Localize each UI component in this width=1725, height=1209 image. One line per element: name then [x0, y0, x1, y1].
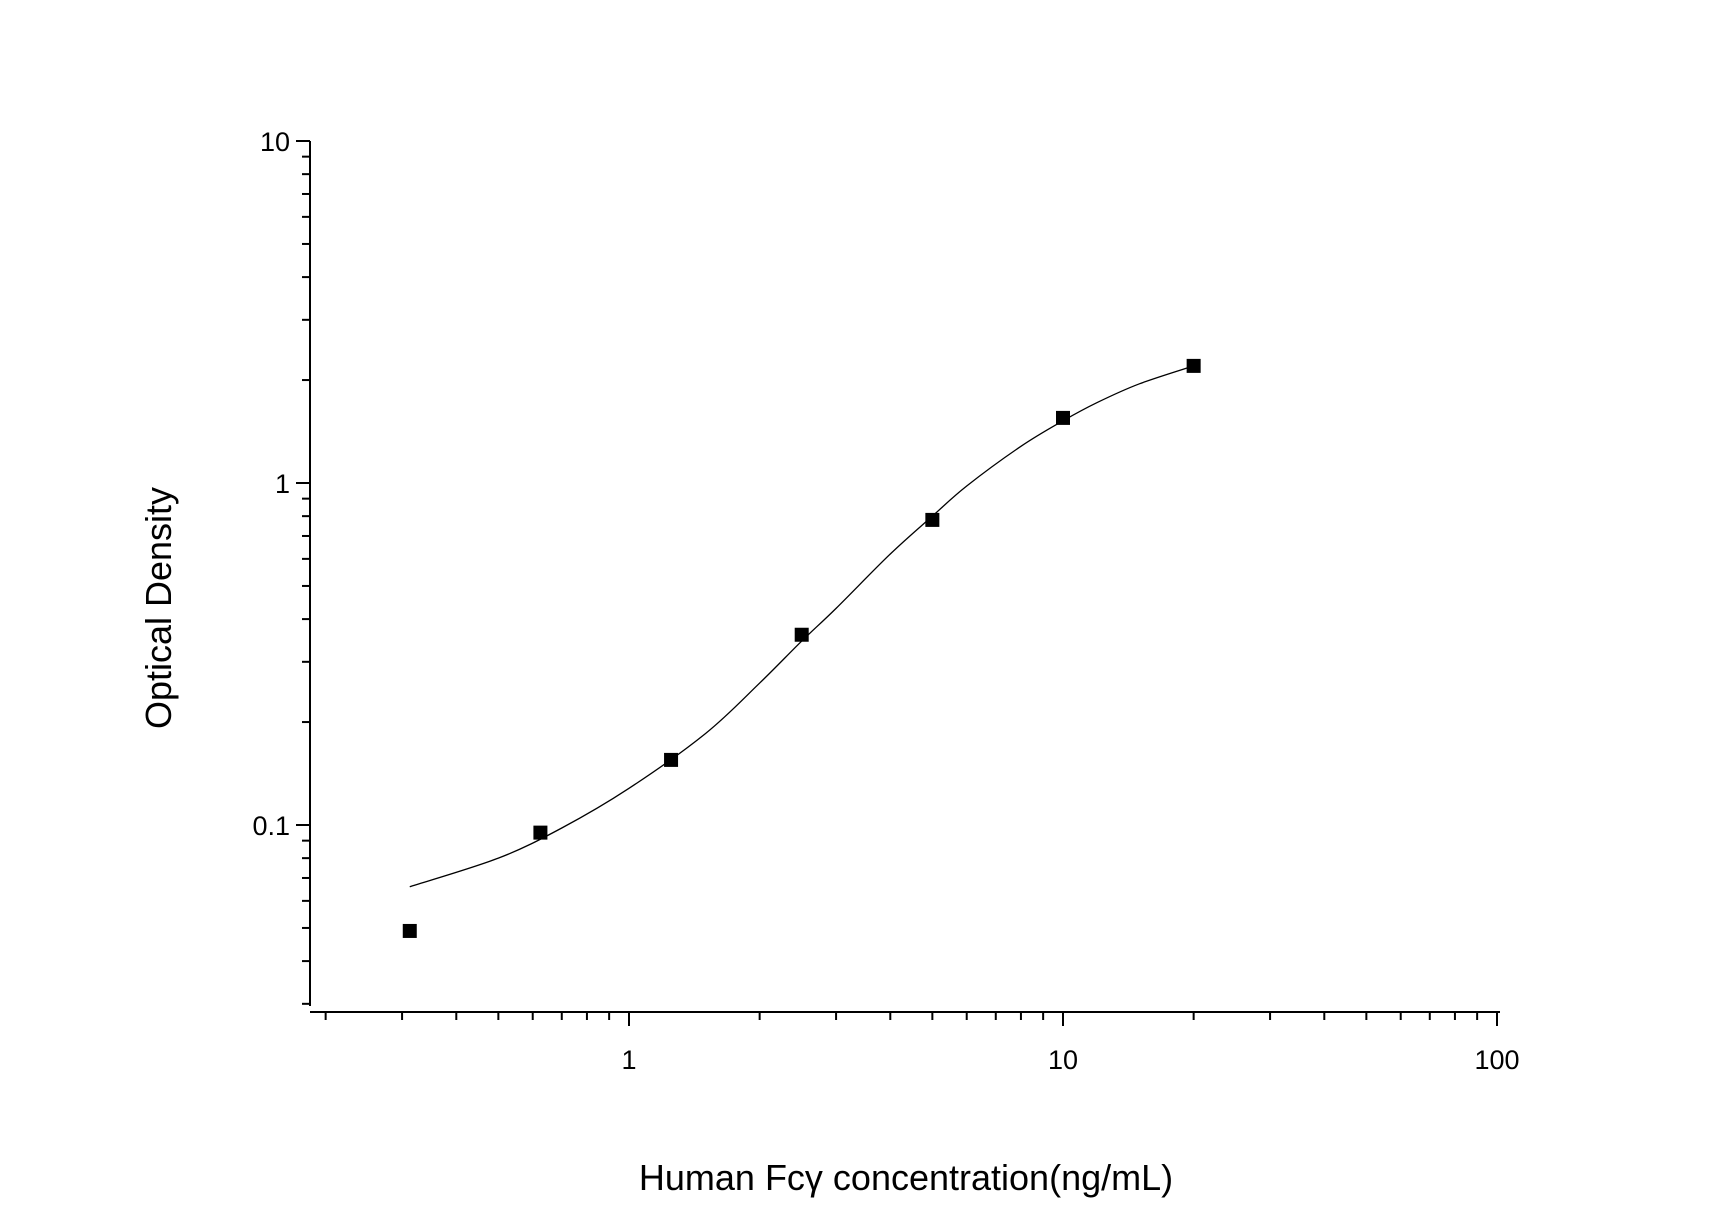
data-point [533, 825, 548, 840]
y-tick-label: 1 [275, 469, 290, 499]
x-tick-label: 1 [621, 1045, 636, 1075]
data-points [402, 358, 1201, 938]
x-tick-label: 100 [1474, 1045, 1519, 1075]
data-point [664, 752, 679, 767]
data-point [1056, 410, 1070, 425]
data-point [402, 923, 417, 938]
fit-curve-layer [409, 365, 1194, 888]
x-axis-title: Human Fcγ concentration(ng/mL) [639, 1157, 1173, 1198]
fit-curve [409, 365, 1194, 888]
x-tick-label: 10 [1048, 1045, 1078, 1075]
data-point [794, 627, 809, 642]
y-tick-label: 10 [260, 127, 290, 157]
axes: 1 10 100 0.1 1 10 [252, 127, 1519, 1075]
data-point [1186, 358, 1201, 373]
y-tick-label: 0.1 [252, 811, 290, 841]
y-axis-title: Optical Density [138, 487, 179, 729]
data-point [925, 512, 940, 527]
